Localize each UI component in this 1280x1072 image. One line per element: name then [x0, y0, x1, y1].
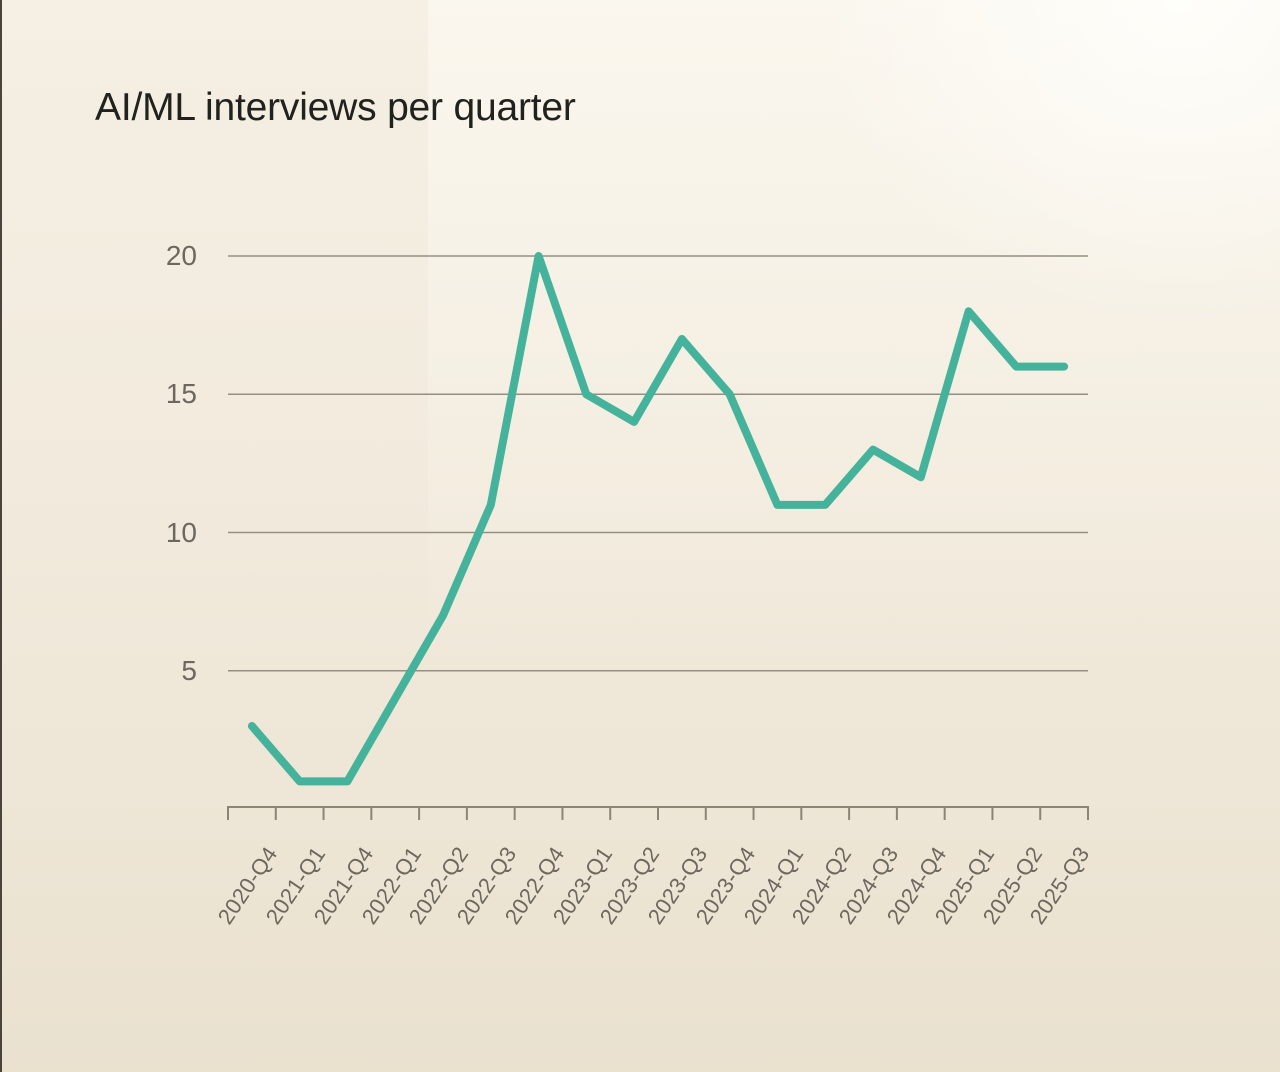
series-line — [247, 252, 1069, 786]
window-left-border — [0, 0, 2, 1072]
y-tick-label-10: 10 — [165, 516, 197, 548]
y-tick-label-15: 15 — [165, 378, 197, 410]
chart-title: AI/ML interviews per quarter — [95, 86, 576, 130]
y-tick-label-20: 20 — [165, 240, 197, 271]
y-tick-label-5: 5 — [181, 654, 197, 686]
